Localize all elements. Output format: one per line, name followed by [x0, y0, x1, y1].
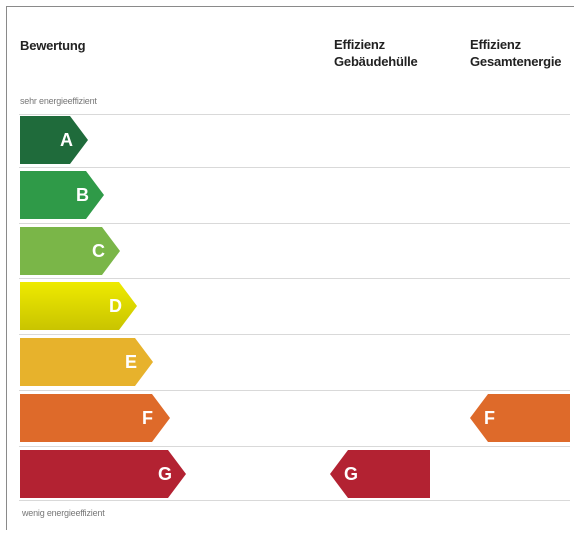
- class-label: B: [76, 185, 89, 205]
- row-separator: [19, 334, 570, 335]
- envelope-rating-indicator: G: [330, 450, 430, 498]
- class-label: F: [142, 408, 153, 428]
- class-label: C: [92, 241, 105, 261]
- class-bar-c: C: [20, 227, 120, 275]
- envelope-efficiency-header: Effizienz Gebäudehülle: [334, 37, 418, 69]
- row-separator: [19, 167, 570, 168]
- class-label: D: [109, 296, 122, 316]
- class-label: A: [60, 130, 73, 150]
- rating-header: Bewertung: [20, 38, 86, 53]
- envelope-rating-label: G: [344, 464, 359, 484]
- class-bar-e: E: [20, 338, 153, 386]
- row-separator: [19, 223, 570, 224]
- row-separator: [19, 390, 570, 391]
- row-separator: [19, 114, 570, 115]
- low-efficiency-note: wenig energieeffizient: [22, 508, 105, 518]
- class-bar-b: B: [20, 171, 104, 219]
- class-label: G: [158, 464, 173, 484]
- class-bar-g: G: [20, 450, 186, 498]
- label-frame: [6, 6, 574, 530]
- row-separator: [19, 500, 570, 501]
- total-efficiency-header: Effizienz Gesamtenergie: [470, 37, 562, 69]
- class-label: E: [125, 352, 138, 372]
- class-bar-f: F: [20, 394, 170, 442]
- high-efficiency-note: sehr energieeffizient: [20, 96, 97, 106]
- class-bar-d: D: [20, 282, 137, 330]
- row-separator: [19, 446, 570, 447]
- row-separator: [19, 278, 570, 279]
- total-rating-label: F: [484, 408, 495, 428]
- total-rating-indicator: F: [470, 394, 570, 442]
